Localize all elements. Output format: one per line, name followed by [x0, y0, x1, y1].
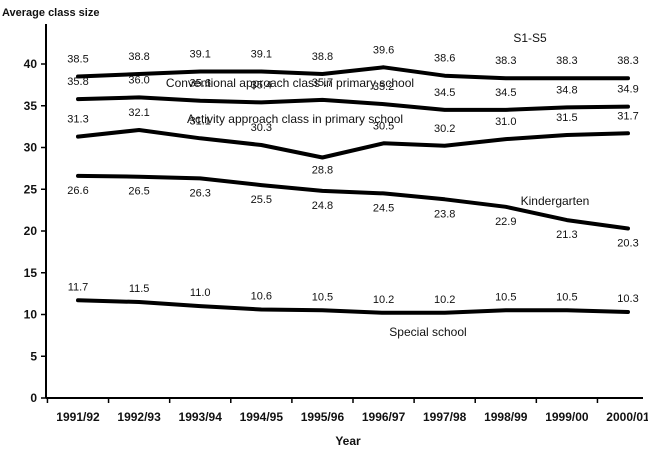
data-label: 35.8	[67, 76, 88, 88]
y-tick-label: 40	[24, 57, 38, 71]
x-axis-title: Year	[335, 434, 361, 448]
data-label: 38.6	[434, 53, 455, 65]
data-label: 34.8	[556, 84, 577, 96]
data-label: 10.2	[373, 294, 394, 306]
y-axis-title: Average class size	[2, 7, 99, 19]
data-label: 28.8	[312, 165, 333, 177]
data-label: 21.3	[556, 229, 577, 241]
data-label: 26.5	[128, 186, 149, 198]
series-lines	[76, 65, 630, 315]
data-label: 35.6	[190, 78, 211, 90]
y-tick-label: 15	[24, 266, 38, 280]
data-label: 35.7	[312, 77, 333, 89]
x-tick-label: 2000/01	[606, 410, 648, 424]
data-label: 39.6	[373, 44, 394, 56]
x-tick-label: 1998/99	[484, 410, 528, 424]
series-name-label: Conventional approach class in primary s…	[166, 76, 414, 90]
data-label: 26.6	[67, 185, 88, 197]
data-label: 10.5	[495, 291, 516, 303]
x-tick-label: 1999/00	[545, 410, 589, 424]
data-label: 26.3	[190, 187, 211, 199]
data-labels: 38.5 38.8 39.1 39.1 38.8 39.6 38.6 38.3 38.3 38.3…	[67, 44, 638, 305]
x-tick-label: 1996/97	[362, 410, 406, 424]
series-line	[76, 65, 630, 81]
data-label: 10.3	[617, 293, 638, 305]
data-label: 38.3	[617, 55, 638, 67]
x-tick-label: 1992/93	[117, 410, 161, 424]
data-label: 38.8	[312, 51, 333, 63]
data-label: 38.3	[556, 55, 577, 67]
series-line	[76, 95, 630, 112]
x-tick-label: 1993/94	[179, 410, 223, 424]
series-line	[76, 173, 630, 231]
data-label: 11.0	[190, 287, 211, 299]
data-label: 11.7	[68, 281, 89, 293]
data-label: 34.5	[434, 87, 455, 99]
data-label: 10.5	[556, 291, 577, 303]
data-label: 10.2	[434, 294, 455, 306]
y-tick-label: 25	[24, 182, 38, 196]
data-label: 38.8	[128, 51, 149, 63]
data-label: 39.1	[190, 49, 211, 61]
data-label: 34.9	[617, 84, 638, 96]
series-name-label: S1-S5	[513, 31, 547, 45]
data-label: 30.5	[373, 120, 394, 132]
x-tick-label: 1995/96	[301, 410, 345, 424]
data-label: 31.3	[67, 114, 88, 126]
data-label: 31.7	[617, 110, 638, 122]
data-label: 30.2	[434, 123, 455, 135]
data-label: 11.5	[129, 283, 150, 295]
data-label: 10.6	[251, 290, 272, 302]
series-labels: S1-S5 Conventional approach class in prim…	[166, 31, 589, 339]
data-label: 34.5	[495, 87, 516, 99]
data-label: 35.2	[373, 81, 394, 93]
y-tick-label: 10	[24, 308, 38, 322]
series-line	[76, 298, 630, 315]
y-tick-label: 5	[30, 349, 37, 363]
y-tick-label: 20	[24, 224, 38, 238]
series-name-label: Special school	[389, 325, 466, 339]
data-label: 32.1	[128, 107, 149, 119]
y-tick-label: 0	[30, 391, 37, 405]
data-label: 24.8	[312, 200, 333, 212]
axes: 0 5 10 15 20 25 30 35 40 1991/92 1992/93 1993/94 199…	[24, 24, 648, 424]
series-line	[76, 128, 630, 160]
data-label: 31.1	[190, 115, 211, 127]
data-label: 20.3	[617, 237, 638, 249]
x-tick-label: 1997/98	[423, 410, 467, 424]
data-label: 25.5	[251, 194, 272, 206]
data-label: 31.5	[556, 112, 577, 124]
data-label: 10.5	[312, 291, 333, 303]
series-name-label: Kindergarten	[521, 194, 590, 208]
data-label: 23.8	[434, 208, 455, 220]
data-label: 30.3	[251, 122, 272, 134]
series-name-label: Activity approach class in primary schoo…	[187, 112, 403, 126]
data-label: 24.5	[373, 202, 394, 214]
data-label: 22.9	[495, 216, 516, 228]
x-tick-label: 1994/95	[240, 410, 284, 424]
data-label: 38.5	[67, 54, 88, 66]
y-tick-label: 35	[24, 99, 38, 113]
y-tick-label: 30	[24, 141, 38, 155]
data-label: 35.4	[251, 79, 272, 91]
data-label: 31.0	[495, 116, 516, 128]
data-label: 39.1	[251, 49, 272, 61]
x-tick-label: 1991/92	[56, 410, 100, 424]
data-label: 36.0	[128, 74, 149, 86]
data-label: 38.3	[495, 55, 516, 67]
